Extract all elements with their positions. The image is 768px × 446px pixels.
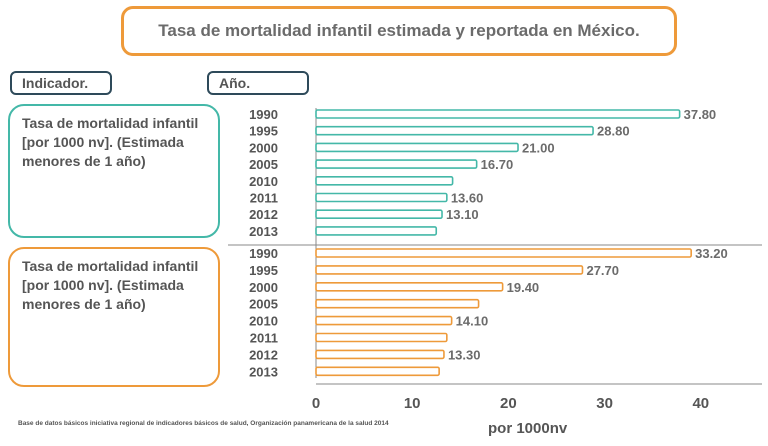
- bar: [315, 159, 478, 169]
- year-label: 2011: [250, 331, 278, 346]
- bar: [315, 315, 453, 326]
- data-label: 13.30: [448, 347, 481, 362]
- year-label: 1995: [249, 263, 278, 278]
- bar: [315, 142, 519, 153]
- x-tick-label: 20: [500, 395, 517, 412]
- source-footnote: Base de datos básicos iniciativa regiona…: [18, 420, 389, 427]
- bar: [315, 349, 445, 360]
- bar: [315, 192, 448, 203]
- data-label: 33.20: [695, 246, 728, 261]
- bar: [315, 209, 443, 219]
- x-tick-label: 10: [404, 395, 421, 412]
- year-label: 2012: [249, 207, 278, 222]
- year-label: 2000: [249, 140, 278, 155]
- bar: [315, 176, 454, 186]
- indicator-label-estimated: Tasa de mortalidad infantil [por 1000 nv…: [22, 115, 199, 169]
- data-label: 27.70: [586, 263, 619, 278]
- year-label: 1995: [249, 124, 278, 139]
- bar: [315, 281, 504, 292]
- data-label: 16.70: [481, 157, 514, 172]
- year-label: 2011: [250, 191, 278, 206]
- indicator-box-estimated: Tasa de mortalidad infantil [por 1000 nv…: [8, 104, 220, 238]
- x-tick-label: 40: [692, 395, 709, 412]
- year-label: 2005: [249, 157, 278, 172]
- year-label: 2013: [249, 224, 278, 239]
- data-label: 19.40: [507, 280, 540, 295]
- bar: [315, 248, 692, 258]
- data-label: 13.60: [451, 191, 484, 206]
- year-label: 2005: [249, 297, 278, 312]
- year-header: Año.: [207, 71, 309, 95]
- year-label: 2000: [249, 280, 278, 295]
- indicator-label-reported: Tasa de mortalidad infantil [por 1000 nv…: [22, 258, 199, 312]
- data-label: 13.10: [446, 207, 479, 222]
- bar: [315, 109, 681, 119]
- indicator-header: Indicador.: [10, 71, 112, 95]
- indicator-box-reported: Tasa de mortalidad infantil [por 1000 nv…: [8, 247, 220, 387]
- year-label: 2010: [249, 174, 278, 189]
- year-label: 1990: [249, 246, 278, 261]
- chart-title: Tasa de mortalidad infantil estimada y r…: [121, 6, 677, 56]
- data-label: 37.80: [684, 107, 717, 122]
- bar: [315, 366, 440, 377]
- bar: [315, 125, 594, 136]
- bar: [315, 298, 480, 309]
- x-tick-label: 0: [312, 395, 320, 412]
- bar: [315, 226, 438, 236]
- x-axis-title: por 1000nv: [488, 420, 568, 437]
- bar: [315, 332, 448, 343]
- data-label: 28.80: [597, 124, 630, 139]
- x-tick-label: 30: [596, 395, 613, 412]
- year-label: 1990: [249, 107, 278, 122]
- year-label: 2012: [249, 347, 278, 362]
- year-label: 2013: [249, 364, 278, 379]
- data-label: 14.10: [456, 314, 489, 329]
- year-label: 2010: [249, 314, 278, 329]
- bar: [315, 265, 584, 275]
- data-label: 21.00: [522, 140, 555, 155]
